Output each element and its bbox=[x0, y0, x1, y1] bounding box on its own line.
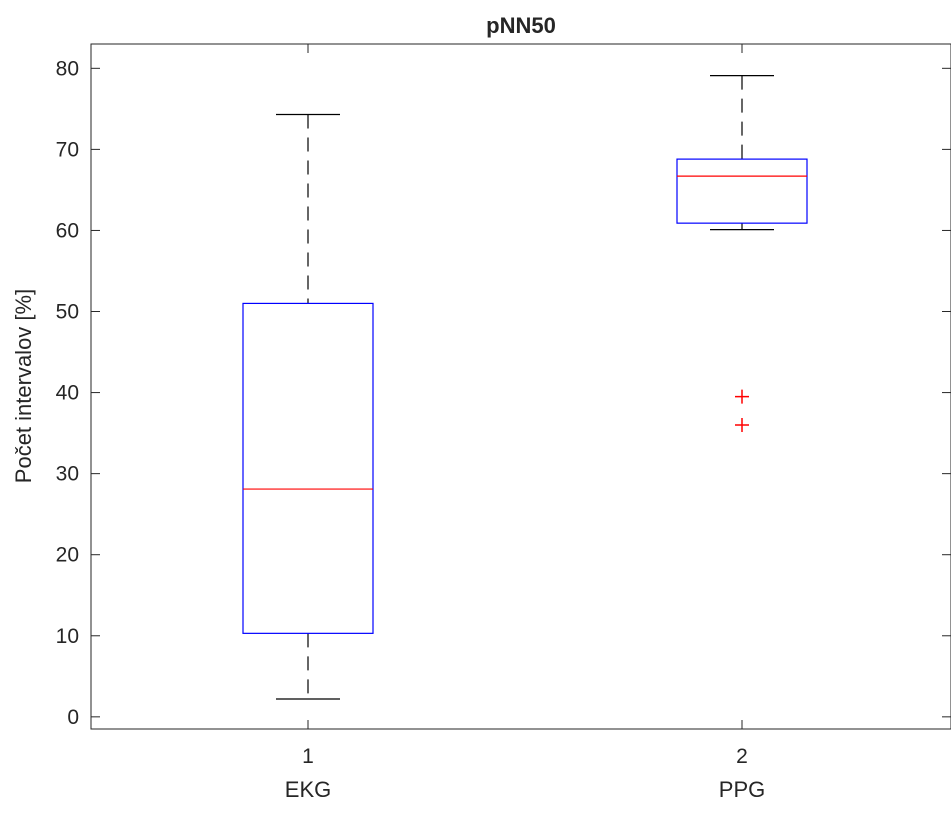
y-tick-label: 30 bbox=[56, 463, 79, 486]
chart-title: pNN50 bbox=[486, 13, 556, 38]
y-tick-label: 80 bbox=[56, 57, 79, 80]
plot-area bbox=[90, 43, 951, 730]
iqr-box bbox=[676, 158, 808, 224]
outlier-marker bbox=[735, 389, 749, 404]
group-label: EKG bbox=[285, 777, 331, 802]
y-axis-label: Počet intervalov [%] bbox=[11, 289, 36, 483]
outlier-marker bbox=[735, 418, 749, 433]
x-tick-label: 2 bbox=[736, 745, 748, 768]
y-tick-label: 10 bbox=[56, 625, 79, 648]
y-tick-label: 60 bbox=[56, 219, 79, 242]
y-tick-label: 50 bbox=[56, 301, 79, 324]
y-tick-label: 70 bbox=[56, 138, 79, 161]
y-tick-label: 20 bbox=[56, 544, 79, 567]
x-tick-label: 1 bbox=[302, 745, 314, 768]
y-tick-label: 40 bbox=[56, 382, 79, 405]
iqr-box bbox=[242, 302, 374, 634]
group-label: PPG bbox=[719, 777, 765, 802]
y-tick-label: 0 bbox=[67, 706, 79, 729]
